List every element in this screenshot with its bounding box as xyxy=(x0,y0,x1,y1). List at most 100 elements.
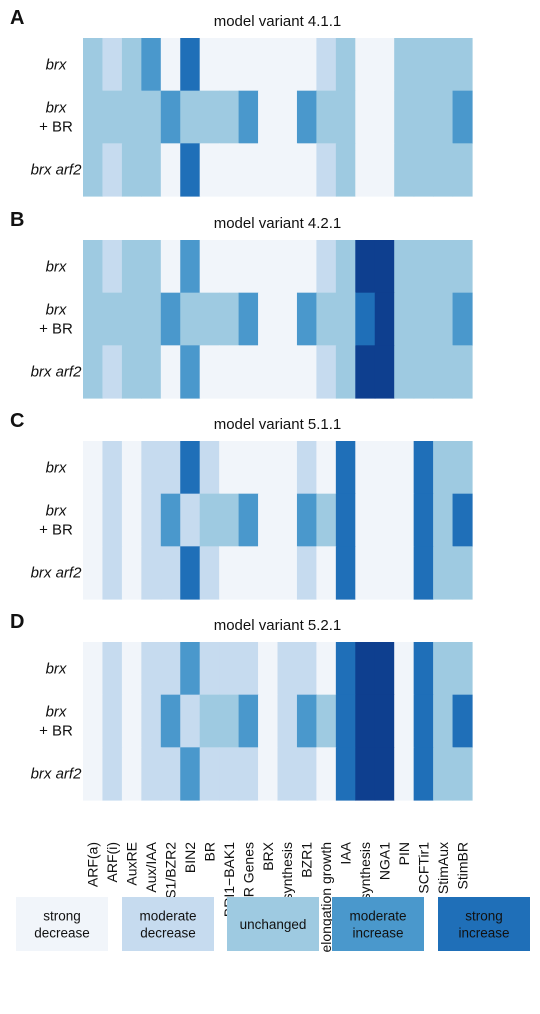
heatmap-cell xyxy=(160,240,181,294)
heatmap-cell xyxy=(180,747,201,801)
legend-label: increase xyxy=(458,926,509,941)
heatmap-cell xyxy=(160,345,181,399)
heatmap-cell xyxy=(102,493,123,547)
column-label: BRX xyxy=(260,841,276,870)
heatmap-cell xyxy=(335,747,356,801)
column-label: AuxRE xyxy=(124,842,140,886)
heatmap-cell xyxy=(199,345,220,399)
heatmap-cell xyxy=(258,240,279,294)
heatmap-cell xyxy=(355,493,376,547)
heatmap-cell xyxy=(413,38,434,92)
heatmap-cell xyxy=(102,292,123,346)
heatmap-cell xyxy=(258,441,279,495)
heatmap-cell xyxy=(433,747,454,801)
heatmap-cell xyxy=(452,546,473,600)
heatmap-cell xyxy=(121,747,142,801)
heatmap-cell xyxy=(394,143,415,197)
heatmap-cell xyxy=(413,240,434,294)
heatmap-cell xyxy=(296,694,317,748)
heatmap-cell xyxy=(258,493,279,547)
heatmap-cell xyxy=(452,441,473,495)
heatmap-cell xyxy=(160,642,181,696)
heatmap-cell xyxy=(83,90,104,144)
row-label: brx arf2 xyxy=(31,766,83,783)
heatmap-cell xyxy=(296,143,317,197)
heatmap-cell xyxy=(296,642,317,696)
heatmap-cell xyxy=(199,747,220,801)
heatmap-cell xyxy=(141,546,162,600)
row-label: + BR xyxy=(39,119,73,136)
heatmap-cell xyxy=(374,642,395,696)
row-label: brx arf2 xyxy=(31,162,83,179)
heatmap-cell xyxy=(102,546,123,600)
legend-label: moderate xyxy=(349,909,406,924)
heatmap-cell xyxy=(374,694,395,748)
heatmap-cell xyxy=(219,546,240,600)
heatmap-cell xyxy=(433,441,454,495)
heatmap-cell xyxy=(413,546,434,600)
heatmap-cell xyxy=(355,546,376,600)
heatmap-cell xyxy=(335,642,356,696)
heatmap-cell xyxy=(277,694,298,748)
row-label: brx xyxy=(46,660,67,677)
heatmap-cell xyxy=(316,747,337,801)
heatmap-cell xyxy=(180,441,201,495)
legend-label: decrease xyxy=(140,926,196,941)
heatmap-cell xyxy=(160,694,181,748)
heatmap-cell xyxy=(394,493,415,547)
heatmap-cell xyxy=(121,441,142,495)
heatmap-cell xyxy=(335,240,356,294)
heatmap-cell xyxy=(374,292,395,346)
heatmap-cell xyxy=(102,90,123,144)
column-label: NGA1 xyxy=(377,842,393,880)
legend-label: decrease xyxy=(34,926,90,941)
heatmap-cell xyxy=(394,441,415,495)
column-label: SCFTir1 xyxy=(415,842,431,894)
heatmap-cell xyxy=(277,441,298,495)
heatmap-cell xyxy=(199,90,220,144)
heatmap-cell xyxy=(355,642,376,696)
heatmap-cell xyxy=(374,441,395,495)
heatmap-cell xyxy=(219,143,240,197)
legend-label: strong xyxy=(43,909,81,924)
heatmap-cell xyxy=(433,345,454,399)
column-label: PIN xyxy=(396,842,412,865)
heatmap-cell xyxy=(180,694,201,748)
heatmap-cell xyxy=(180,493,201,547)
heatmap-cell xyxy=(83,493,104,547)
heatmap-cell xyxy=(296,90,317,144)
heatmap-cell xyxy=(355,38,376,92)
heatmap-cell xyxy=(316,546,337,600)
heatmap-cell xyxy=(394,292,415,346)
heatmap-cell xyxy=(374,493,395,547)
heatmap-cell xyxy=(277,747,298,801)
heatmap-cell xyxy=(121,642,142,696)
heatmap-cell xyxy=(374,345,395,399)
legend: strong decrease moderate decrease unchanged m… xyxy=(16,897,530,951)
heatmap-cell xyxy=(83,546,104,600)
heatmap-cell xyxy=(180,292,201,346)
heatmap-cell xyxy=(258,747,279,801)
panel-letter: D xyxy=(10,611,24,633)
legend-label: moderate xyxy=(139,909,196,924)
heatmap-cell xyxy=(394,345,415,399)
row-label: brx xyxy=(46,459,67,476)
heatmap-cell xyxy=(355,90,376,144)
heatmap-cell xyxy=(199,642,220,696)
heatmap-cell xyxy=(316,694,337,748)
column-label: Aux/IAA xyxy=(143,841,159,892)
heatmap-cell xyxy=(199,694,220,748)
heatmap-cell xyxy=(316,240,337,294)
heatmap-cell xyxy=(355,345,376,399)
heatmap-cell xyxy=(238,546,259,600)
row-label: + BR xyxy=(39,723,73,740)
heatmap-cell xyxy=(316,143,337,197)
heatmap-cell xyxy=(238,441,259,495)
column-label: BIN2 xyxy=(182,842,198,873)
heatmap-cell xyxy=(452,38,473,92)
heatmap-cell xyxy=(219,642,240,696)
heatmap-cell xyxy=(121,292,142,346)
heatmap-cell xyxy=(238,694,259,748)
heatmap-cell xyxy=(141,747,162,801)
